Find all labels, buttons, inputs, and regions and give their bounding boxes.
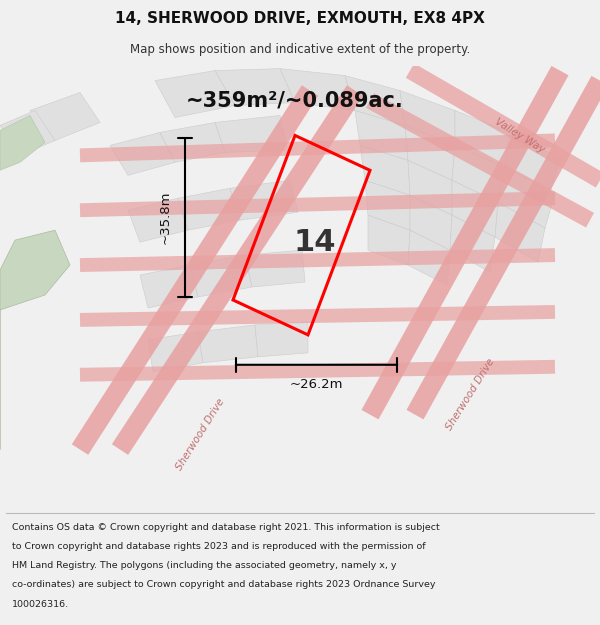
Polygon shape (140, 265, 198, 308)
Text: Contains OS data © Crown copyright and database right 2021. This information is : Contains OS data © Crown copyright and d… (12, 523, 440, 532)
Polygon shape (190, 255, 252, 297)
Polygon shape (360, 146, 410, 195)
Polygon shape (368, 215, 410, 265)
Polygon shape (0, 111, 55, 156)
Text: Sherwood Drive: Sherwood Drive (444, 357, 496, 432)
Polygon shape (498, 168, 555, 228)
Polygon shape (30, 92, 100, 141)
Polygon shape (355, 111, 408, 161)
Text: to Crown copyright and database rights 2023 and is reproduced with the permissio: to Crown copyright and database rights 2… (12, 542, 425, 551)
Polygon shape (280, 69, 355, 111)
Polygon shape (0, 116, 45, 171)
Polygon shape (405, 126, 455, 180)
Polygon shape (245, 250, 305, 287)
Text: 14: 14 (294, 228, 336, 257)
Polygon shape (215, 69, 295, 106)
Polygon shape (255, 322, 308, 357)
Text: ~35.8m: ~35.8m (158, 191, 172, 244)
Polygon shape (178, 188, 240, 230)
Polygon shape (148, 332, 203, 372)
Polygon shape (128, 198, 188, 242)
Text: 14, SHERWOOD DRIVE, EXMOUTH, EX8 4PX: 14, SHERWOOD DRIVE, EXMOUTH, EX8 4PX (115, 11, 485, 26)
Polygon shape (408, 230, 450, 285)
Polygon shape (408, 161, 452, 215)
Polygon shape (155, 71, 235, 118)
Text: ~26.2m: ~26.2m (290, 378, 343, 391)
Text: co-ordinates) are subject to Crown copyright and database rights 2023 Ordnance S: co-ordinates) are subject to Crown copyr… (12, 581, 436, 589)
Polygon shape (345, 76, 405, 126)
Polygon shape (110, 132, 175, 176)
Text: ~359m²/~0.089ac.: ~359m²/~0.089ac. (186, 91, 404, 111)
Polygon shape (230, 180, 298, 220)
Polygon shape (160, 122, 225, 162)
Polygon shape (400, 91, 455, 146)
Polygon shape (0, 230, 70, 449)
Polygon shape (452, 146, 505, 202)
Polygon shape (215, 116, 288, 152)
Polygon shape (505, 132, 560, 193)
Polygon shape (450, 215, 495, 272)
Text: 100026316.: 100026316. (12, 599, 69, 609)
Polygon shape (198, 325, 258, 362)
Polygon shape (452, 180, 498, 237)
Polygon shape (495, 202, 545, 262)
Polygon shape (365, 180, 410, 230)
Polygon shape (410, 195, 452, 250)
Polygon shape (455, 111, 510, 168)
Text: Valley Way: Valley Way (493, 116, 547, 154)
Text: Sherwood Drive: Sherwood Drive (174, 397, 226, 472)
Text: HM Land Registry. The polygons (including the associated geometry, namely x, y: HM Land Registry. The polygons (includin… (12, 561, 397, 571)
Text: Map shows position and indicative extent of the property.: Map shows position and indicative extent… (130, 42, 470, 56)
